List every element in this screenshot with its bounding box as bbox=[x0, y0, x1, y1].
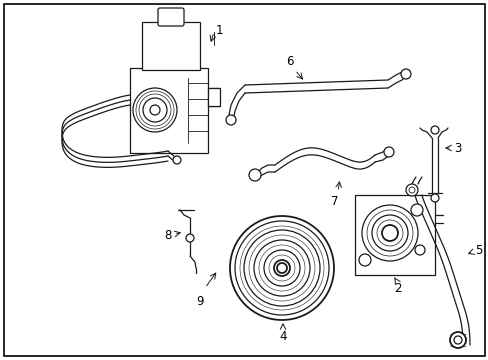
Text: 1: 1 bbox=[216, 23, 223, 36]
Circle shape bbox=[276, 263, 286, 273]
Circle shape bbox=[210, 98, 217, 104]
Circle shape bbox=[225, 115, 236, 125]
Circle shape bbox=[273, 260, 289, 276]
Circle shape bbox=[253, 240, 309, 296]
Circle shape bbox=[264, 250, 299, 286]
Bar bbox=[130, 68, 207, 153]
Circle shape bbox=[410, 204, 422, 216]
Circle shape bbox=[383, 147, 393, 157]
Circle shape bbox=[133, 88, 177, 132]
Text: 6: 6 bbox=[285, 55, 293, 68]
Circle shape bbox=[453, 336, 461, 344]
Circle shape bbox=[173, 156, 181, 164]
Text: 5: 5 bbox=[474, 243, 481, 257]
Circle shape bbox=[361, 205, 417, 261]
Circle shape bbox=[449, 332, 465, 348]
Circle shape bbox=[408, 187, 414, 193]
Circle shape bbox=[405, 184, 417, 196]
Circle shape bbox=[430, 194, 438, 202]
Circle shape bbox=[235, 221, 328, 315]
Circle shape bbox=[371, 215, 407, 251]
Circle shape bbox=[185, 234, 194, 242]
Circle shape bbox=[400, 69, 410, 79]
Circle shape bbox=[229, 216, 333, 320]
FancyBboxPatch shape bbox=[158, 8, 183, 26]
Circle shape bbox=[244, 230, 319, 306]
Circle shape bbox=[142, 98, 167, 122]
Text: 3: 3 bbox=[453, 141, 461, 154]
Text: 4: 4 bbox=[279, 330, 286, 343]
Circle shape bbox=[358, 254, 370, 266]
Circle shape bbox=[150, 105, 160, 115]
Text: 7: 7 bbox=[330, 195, 338, 208]
Circle shape bbox=[414, 245, 424, 255]
Bar bbox=[142, 22, 200, 70]
Circle shape bbox=[430, 126, 438, 134]
Bar bbox=[354, 195, 434, 275]
Circle shape bbox=[248, 169, 261, 181]
Text: 9: 9 bbox=[196, 295, 203, 308]
Bar bbox=[207, 88, 220, 106]
Text: 8: 8 bbox=[164, 229, 172, 242]
Text: 2: 2 bbox=[393, 282, 401, 295]
Circle shape bbox=[381, 225, 397, 241]
Circle shape bbox=[210, 90, 217, 96]
